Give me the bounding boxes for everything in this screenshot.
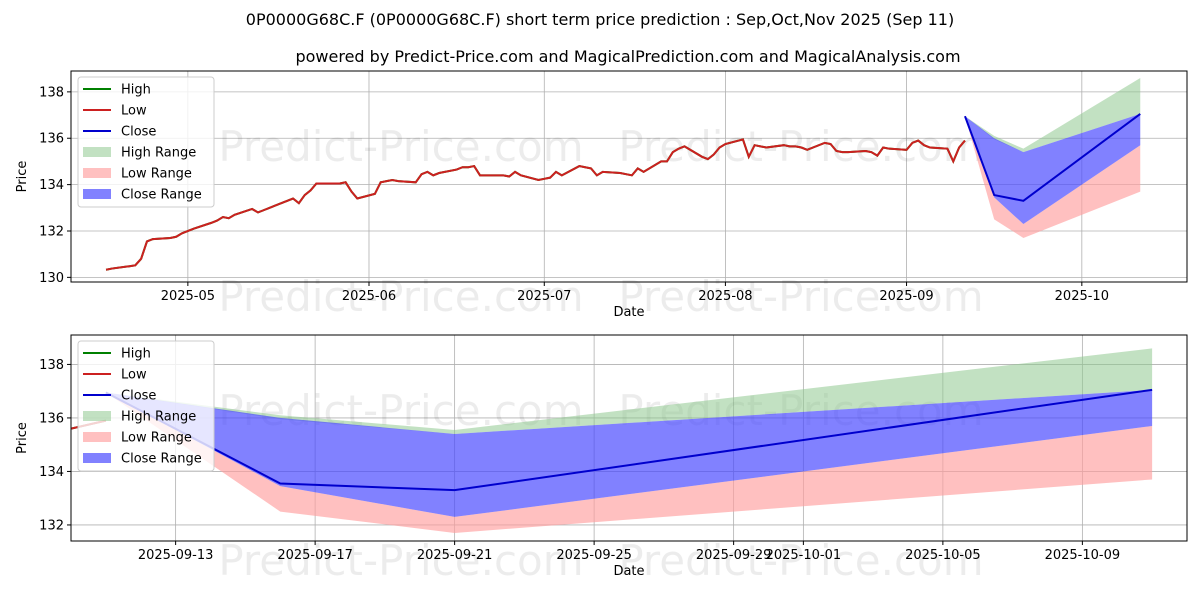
legend: High Low Close High Range Low Range Close Ran… xyxy=(77,76,215,208)
x-tick-label: 2025-09-25 xyxy=(556,548,632,563)
y-tick-label: 132 xyxy=(39,224,64,239)
legend-entry-low-range: Low Range xyxy=(121,431,192,446)
close-line xyxy=(964,113,1141,202)
x-axis-label: Date xyxy=(613,564,644,579)
axes-frame xyxy=(70,70,1188,283)
x-tick-label: 2025-09-13 xyxy=(138,548,214,563)
y-tick-label: 134 xyxy=(39,465,64,480)
y-tick-label: 136 xyxy=(39,132,64,147)
legend-entry-high: High xyxy=(121,347,151,362)
legend-entry-low: Low xyxy=(121,368,147,383)
legend-entry-low: Low xyxy=(121,104,147,119)
figure-title: 0P0000G68C.F (0P0000G68C.F) short term p… xyxy=(246,10,954,29)
watermark-text: Predict-Price.com xyxy=(218,122,583,171)
y-axis-label: Price xyxy=(15,161,30,193)
legend-entry-close: Close xyxy=(121,389,156,404)
x-tick-label: 2025-09-21 xyxy=(417,548,493,563)
legend-entry-close-range: Close Range xyxy=(121,188,202,203)
legend-box xyxy=(77,76,215,208)
legend-entry-low-range: Low Range xyxy=(121,167,192,182)
y-tick-label: 130 xyxy=(39,271,64,286)
x-tick-label: 2025-10 xyxy=(1055,289,1109,304)
watermark-text: Predict-Price.com xyxy=(218,536,583,585)
x-tick-label: 2025-10-01 xyxy=(766,548,842,563)
legend-swatch-patch xyxy=(83,432,111,442)
figure-subtitle: powered by Predict-Price.com and Magical… xyxy=(295,47,960,66)
legend-entry-high-range: High Range xyxy=(121,410,196,425)
x-tick-label: 2025-08 xyxy=(698,289,752,304)
low-range-band xyxy=(964,116,1141,238)
high-range-band xyxy=(964,77,1141,153)
y-tick-label: 138 xyxy=(39,85,64,100)
x-tick-label: 2025-09-17 xyxy=(277,548,353,563)
y-tick-label: 136 xyxy=(39,411,64,426)
legend-entry-high: High xyxy=(121,83,151,98)
legend-entry-high-range: High Range xyxy=(121,146,196,161)
legend-swatch-patch xyxy=(83,411,111,421)
legend-entry-close: Close xyxy=(121,125,156,140)
axes-frame xyxy=(70,334,1188,542)
watermark-text: Predict-Price.com xyxy=(618,272,983,321)
low-range-band xyxy=(105,392,1153,533)
close-range-band xyxy=(105,389,1153,517)
x-axis-label: Date xyxy=(613,305,644,320)
legend-swatch-patch xyxy=(83,189,111,199)
x-tick-label: 2025-09 xyxy=(879,289,933,304)
y-tick-label: 138 xyxy=(39,358,64,373)
legend-swatch-patch xyxy=(83,453,111,463)
legend-box xyxy=(77,340,215,472)
close-range-band xyxy=(964,113,1141,225)
plot-area xyxy=(105,77,1141,271)
legend: High Low Close High Range Low Range Close Ran… xyxy=(77,340,215,472)
x-tick-label: 2025-05 xyxy=(161,289,215,304)
legend-swatch-patch xyxy=(83,168,111,178)
low-line xyxy=(105,138,966,271)
watermark-text: Predict-Price.com xyxy=(618,536,983,585)
top-chart-panel: Predict-Price.com Predict-Price.com Predic… xyxy=(15,70,1188,321)
watermark-text: Predict-Price.com xyxy=(218,272,583,321)
x-tick-label: 2025-10-05 xyxy=(905,548,981,563)
x-tick-label: 2025-10-09 xyxy=(1045,548,1121,563)
y-tick-label: 134 xyxy=(39,178,64,193)
y-tick-label: 132 xyxy=(39,518,64,533)
x-tick-label: 2025-06 xyxy=(342,289,396,304)
high-range-band xyxy=(105,348,1153,434)
y-axis-label: Price xyxy=(15,422,30,454)
x-tick-label: 2025-07 xyxy=(517,289,571,304)
x-tick-label: 2025-09-29 xyxy=(696,548,772,563)
legend-entry-close-range: Close Range xyxy=(121,452,202,467)
legend-swatch-patch xyxy=(83,147,111,157)
